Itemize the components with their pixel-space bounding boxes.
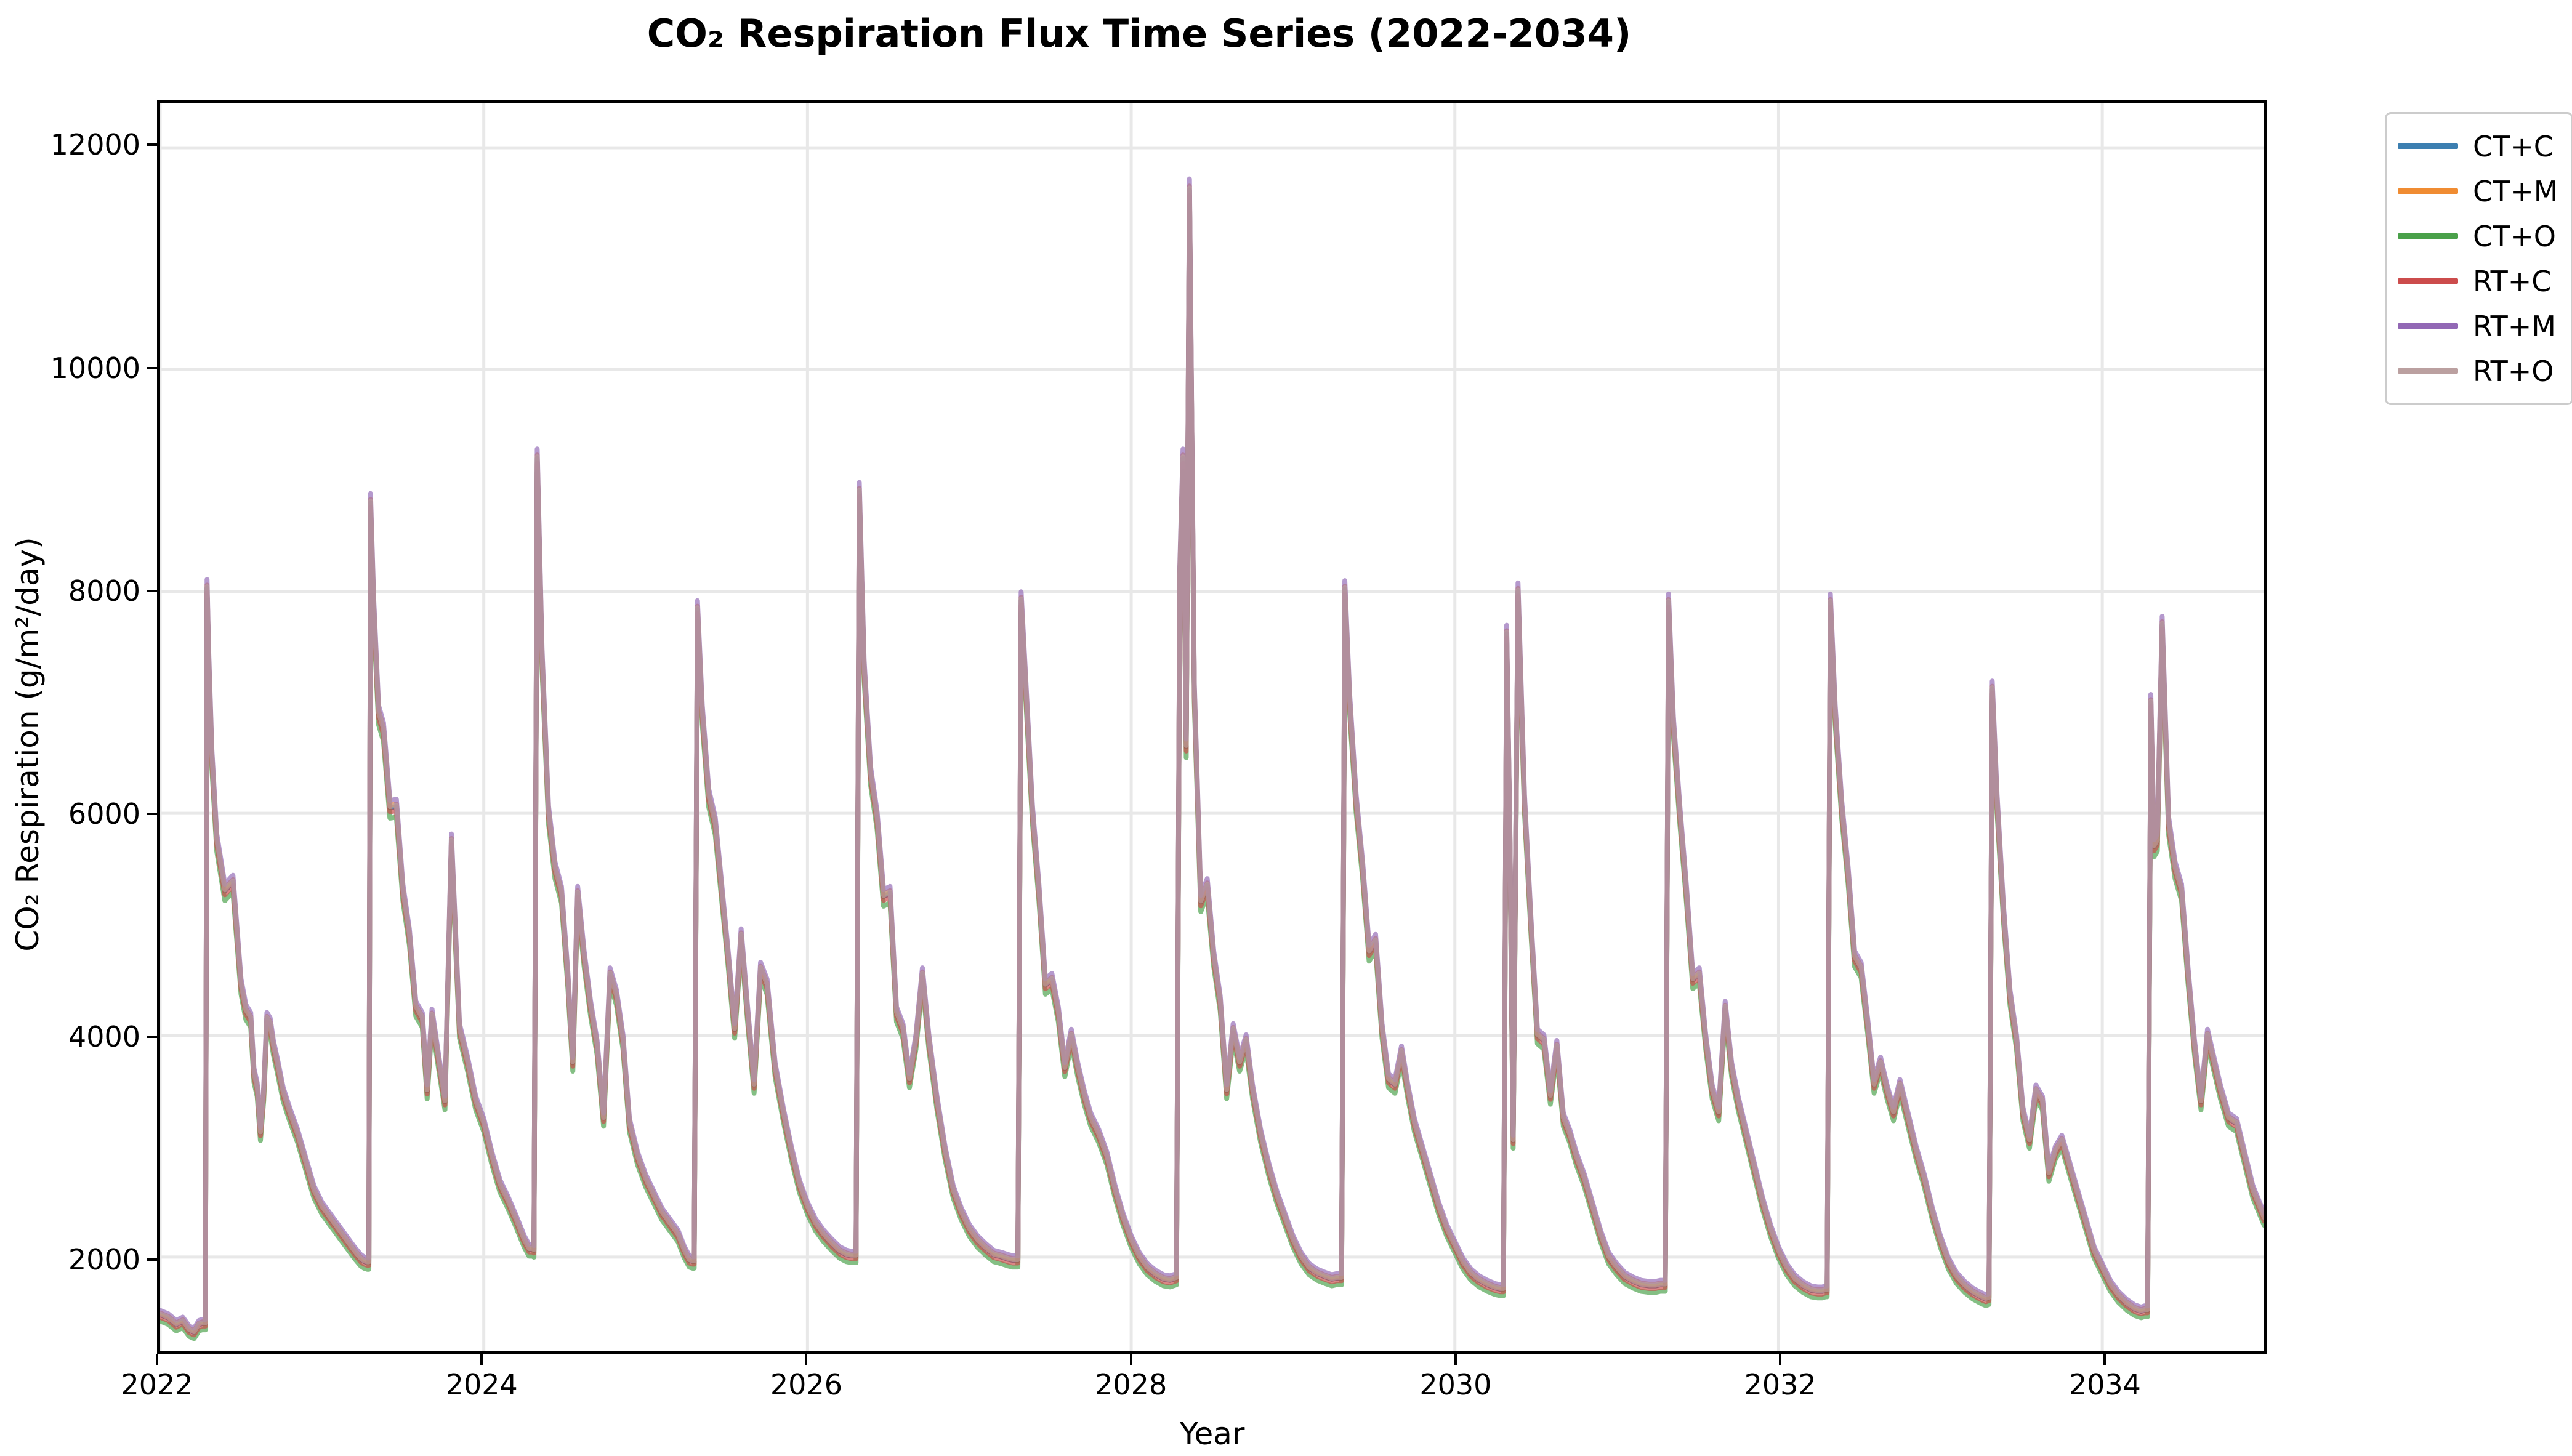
- plot-svg: [160, 103, 2264, 1351]
- x-axis-tick-mark: [480, 1354, 483, 1365]
- legend-item-label: RT+O: [2473, 354, 2554, 388]
- legend-color-swatch: [2398, 233, 2458, 239]
- y-axis-tick-mark: [147, 589, 157, 592]
- legend-color-swatch: [2398, 323, 2458, 329]
- chart-title: CO₂ Respiration Flux Time Series (2022-2…: [647, 11, 1632, 56]
- x-axis-label: Year: [1179, 1416, 1245, 1452]
- legend-item-label: CT+M: [2473, 174, 2558, 208]
- y-axis-tick-mark: [147, 1258, 157, 1261]
- legend-item-rt-c[interactable]: RT+C: [2398, 259, 2558, 304]
- y-axis-tick-label: 10000: [50, 351, 140, 385]
- x-axis-tick-mark: [1779, 1354, 1782, 1365]
- legend-item-rt-o[interactable]: RT+O: [2398, 348, 2558, 393]
- series-line-rt-c: [160, 193, 2264, 1338]
- x-axis-tick-label: 2032: [1744, 1368, 1816, 1401]
- y-axis-tick-label: 4000: [68, 1020, 140, 1053]
- y-axis-tick-label: 12000: [50, 128, 140, 162]
- series-line-rt-m: [160, 176, 2264, 1331]
- y-axis-tick-mark: [147, 366, 157, 369]
- legend-item-ct-o[interactable]: CT+O: [2398, 214, 2558, 259]
- chart-legend[interactable]: CT+C CT+M CT+O RT+C RT+M RT+O: [2385, 112, 2572, 405]
- x-axis-tick-label: 2028: [1095, 1368, 1167, 1401]
- x-axis-tick-label: 2030: [1419, 1368, 1492, 1401]
- legend-color-swatch: [2398, 188, 2458, 194]
- y-axis-tick-mark: [147, 1035, 157, 1038]
- x-axis-tick-label: 2022: [121, 1368, 193, 1401]
- series-line-rt-o: [160, 185, 2264, 1335]
- x-axis-tick-mark: [156, 1354, 158, 1365]
- legend-item-label: CT+C: [2473, 129, 2554, 163]
- legend-item-ct-c[interactable]: CT+C: [2398, 124, 2558, 169]
- legend-item-label: CT+O: [2473, 219, 2556, 253]
- series-line-ct-c: [160, 187, 2264, 1335]
- legend-item-label: RT+M: [2473, 309, 2556, 343]
- y-axis-tick-mark: [147, 143, 157, 147]
- x-axis-tick-label: 2024: [445, 1368, 518, 1401]
- x-axis-tick-mark: [805, 1354, 808, 1365]
- plot-area: [157, 100, 2267, 1354]
- y-axis-tick-label: 6000: [68, 797, 140, 831]
- x-axis-tick-label: 2026: [770, 1368, 842, 1401]
- legend-item-ct-m[interactable]: CT+M: [2398, 169, 2558, 214]
- legend-color-swatch: [2398, 143, 2458, 149]
- series-layer: [160, 176, 2264, 1341]
- y-axis-tick-label: 8000: [68, 574, 140, 608]
- x-axis-tick-mark: [1129, 1354, 1132, 1365]
- gridlines: [160, 103, 2264, 1351]
- legend-color-swatch: [2398, 368, 2458, 374]
- x-axis-tick-mark: [2103, 1354, 2106, 1365]
- legend-color-swatch: [2398, 278, 2458, 284]
- series-line-ct-o: [160, 203, 2264, 1341]
- legend-item-label: RT+C: [2473, 264, 2552, 298]
- y-axis-tick-label: 2000: [68, 1243, 140, 1277]
- series-line-ct-m: [160, 183, 2264, 1333]
- x-axis-tick-label: 2034: [2068, 1368, 2141, 1401]
- y-axis-tick-mark: [147, 812, 157, 815]
- legend-item-rt-m[interactable]: RT+M: [2398, 304, 2558, 348]
- x-axis-tick-mark: [1454, 1354, 1457, 1365]
